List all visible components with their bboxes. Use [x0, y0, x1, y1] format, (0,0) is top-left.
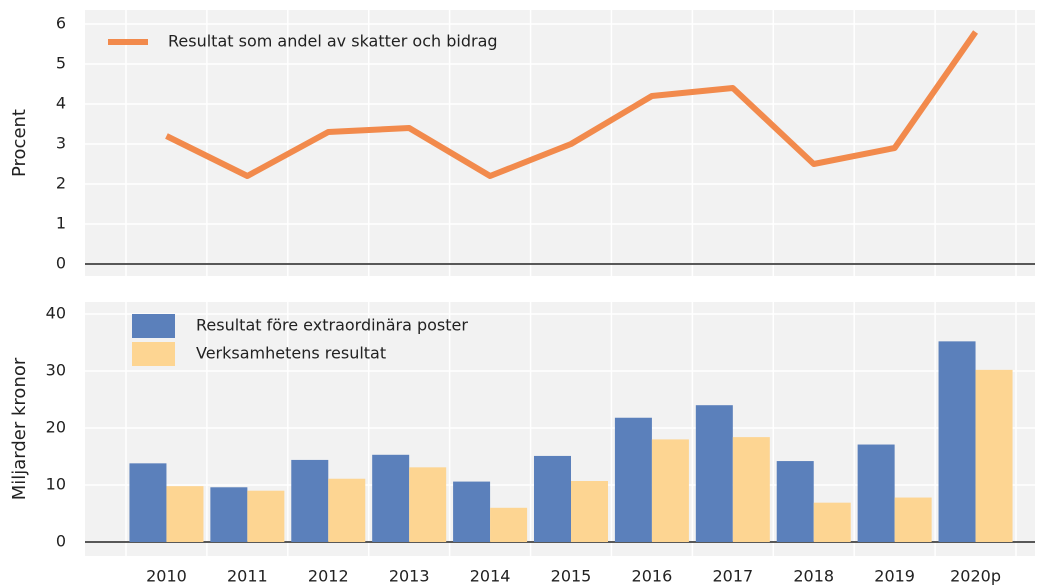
bar	[490, 507, 528, 542]
bar	[453, 481, 491, 542]
y-tick-label: 20	[46, 418, 66, 437]
legend-swatch	[132, 314, 175, 338]
line-series	[165, 30, 979, 179]
legend-label: Verksamhetens resultat	[196, 344, 386, 363]
x-tick-label: 2017	[712, 567, 753, 585]
legend-label: Resultat som andel av skatter och bidrag	[168, 32, 498, 51]
y-tick-label: 5	[56, 54, 66, 73]
bar	[372, 454, 410, 542]
y-tick-label: 3	[56, 134, 66, 153]
x-tick-label: 2016	[632, 567, 673, 585]
bar	[328, 478, 366, 542]
y-tick-label: 30	[46, 361, 66, 380]
bar	[571, 481, 608, 542]
bar	[776, 461, 814, 542]
bar	[894, 497, 932, 542]
bar	[813, 502, 851, 542]
x-tick-label: 2010	[146, 567, 187, 585]
x-tick-label: 2012	[308, 567, 349, 585]
y-axis-label: Procent	[9, 109, 30, 177]
bar	[534, 455, 571, 542]
y-tick-label: 1	[56, 214, 66, 233]
y-tick-label: 40	[46, 304, 66, 323]
bar	[857, 444, 895, 542]
x-tick-label: 2011	[227, 567, 268, 585]
bar	[291, 459, 329, 542]
bar	[129, 463, 167, 542]
legend-swatch	[132, 342, 175, 366]
y-tick-label: 4	[56, 94, 66, 113]
legend-label: Resultat före extraordinära poster	[196, 316, 468, 335]
plot-background	[85, 10, 1035, 276]
bar	[651, 439, 689, 542]
bar	[975, 369, 1013, 542]
bar	[732, 437, 770, 542]
x-tick-label: 2020p	[950, 567, 1001, 585]
y-tick-label: 0	[56, 532, 66, 551]
y-tick-label: 10	[46, 475, 66, 494]
bar	[695, 405, 733, 542]
y-tick-label: 0	[56, 254, 66, 273]
x-tick-label: 2019	[874, 567, 915, 585]
y-axis-label: Miljarder kronor	[9, 357, 30, 500]
x-tick-label: 2013	[389, 567, 430, 585]
bar	[247, 490, 285, 542]
bar	[409, 467, 447, 542]
x-tick-label: 2015	[551, 567, 592, 585]
x-tick-label: 2018	[793, 567, 834, 585]
y-tick-label: 2	[56, 174, 66, 193]
bar	[938, 341, 976, 542]
bar	[166, 486, 204, 542]
bar	[210, 487, 248, 542]
bar	[614, 417, 652, 542]
y-tick-label: 6	[56, 14, 66, 33]
x-tick-label: 2014	[470, 567, 511, 585]
